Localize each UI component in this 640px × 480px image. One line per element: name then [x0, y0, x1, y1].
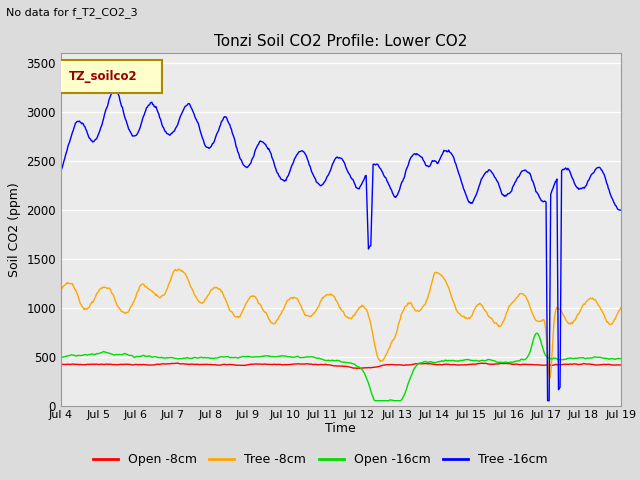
- Text: No data for f_T2_CO2_3: No data for f_T2_CO2_3: [6, 7, 138, 18]
- Legend: Open -8cm, Tree -8cm, Open -16cm, Tree -16cm: Open -8cm, Tree -8cm, Open -16cm, Tree -…: [88, 448, 552, 471]
- Title: Tonzi Soil CO2 Profile: Lower CO2: Tonzi Soil CO2 Profile: Lower CO2: [214, 34, 467, 49]
- FancyBboxPatch shape: [58, 60, 161, 94]
- X-axis label: Time: Time: [325, 422, 356, 435]
- Text: TZ_soilco2: TZ_soilco2: [69, 70, 138, 83]
- Y-axis label: Soil CO2 (ppm): Soil CO2 (ppm): [8, 182, 20, 276]
